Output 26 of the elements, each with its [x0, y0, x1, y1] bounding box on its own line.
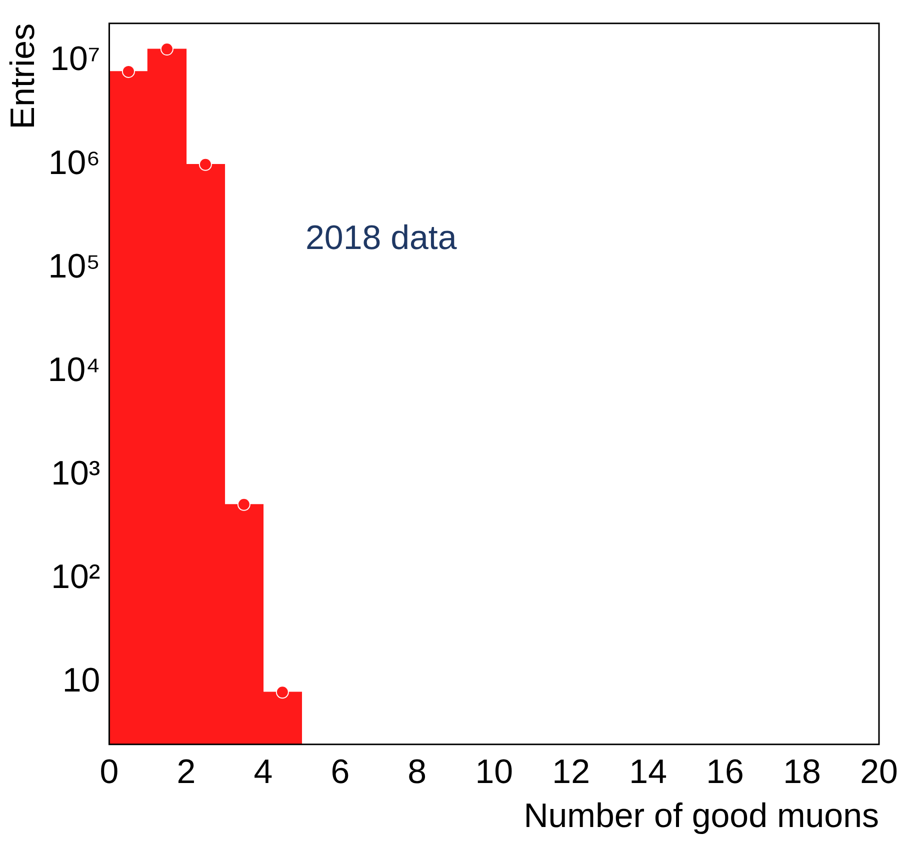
point [122, 64, 135, 78]
x-axis-title: Number of good muons [524, 796, 879, 835]
x-tick-label: 12 [552, 753, 590, 792]
x-tick-label: 6 [330, 753, 350, 792]
x-tick-label: 10 [475, 753, 514, 792]
x-tick-label: 20 [860, 753, 898, 792]
x-tick-label: 2 [176, 753, 196, 792]
x-tick-label: 16 [706, 753, 744, 792]
y-tick-label: 10⁶ [48, 144, 100, 182]
y-tick-label: 10² [51, 558, 100, 596]
y-tick-label: 10⁷ [50, 40, 100, 78]
annotation: 2018 data [306, 219, 457, 258]
x-tick-label: 4 [254, 753, 273, 792]
point [198, 158, 212, 171]
point [276, 686, 289, 699]
x-tick-label: 18 [783, 753, 821, 792]
x-tick-label: 8 [408, 753, 427, 792]
y-tick-label: 10³ [51, 454, 100, 492]
x-tick-label: 0 [100, 753, 119, 792]
x-tick-label: 14 [629, 753, 667, 792]
y-tick-label: 10⁴ [48, 350, 100, 389]
y-tick-label: 10⁵ [48, 247, 100, 286]
point [160, 42, 174, 56]
y-axis-title: Entries [4, 23, 42, 130]
point [237, 498, 250, 511]
y-tick-label: 10 [62, 661, 100, 700]
